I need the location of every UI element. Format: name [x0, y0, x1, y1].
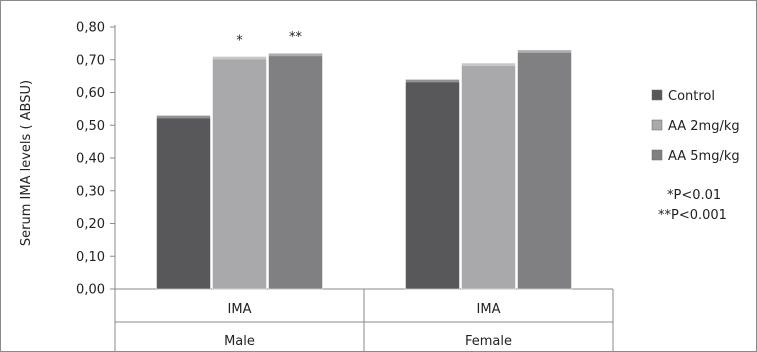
bar-control-female [405, 79, 460, 290]
y-tick-label: 0,80 [76, 21, 105, 36]
significance-notes: *P<0.01 **P<0.001 [658, 188, 727, 223]
bar-top-highlight [212, 56, 267, 60]
bar-top-highlight [156, 115, 211, 119]
bar-top-highlight [268, 53, 323, 57]
y-tick-label: 0,60 [76, 86, 105, 101]
bar-aa-2mg-kg-male [212, 56, 267, 290]
y-tick-label: 0,00 [76, 283, 105, 298]
x-group-label: Female [465, 334, 512, 349]
significance-marker: * [236, 33, 243, 48]
y-tick-label: 0,50 [76, 119, 105, 134]
legend-swatch [651, 119, 663, 131]
y-tick-label: 0,40 [76, 152, 105, 167]
plot-area: 0,00 0,10 0,20 0,30 0,40 0,50 0,60 0,70 0,80 Seru… [19, 21, 614, 352]
y-tick-label: 0,10 [76, 250, 105, 265]
x-category-label: IMA [477, 302, 501, 317]
legend-label: AA 5mg/kg [668, 149, 740, 164]
significance-note: **P<0.001 [658, 208, 727, 223]
y-tick-label: 0,20 [76, 217, 105, 232]
y-tick-label: 0,30 [76, 184, 105, 199]
bar-aa-5mg-kg-female [517, 49, 572, 290]
bar-top-highlight [461, 63, 516, 67]
bar-aa-2mg-kg-female [461, 62, 516, 290]
significance-marker: ** [289, 30, 303, 45]
bar-top-highlight [517, 49, 572, 53]
legend-swatch [651, 89, 663, 101]
y-tick-label: 0,70 [76, 53, 105, 68]
legend-label: Control [668, 89, 715, 104]
x-group-label: Male [224, 334, 255, 349]
legend-swatch [651, 149, 663, 161]
legend-label: AA 2mg/kg [668, 119, 740, 134]
x-category-label: IMA [228, 302, 252, 317]
bar-aa-5mg-kg-male [268, 52, 323, 290]
significance-note: *P<0.01 [667, 188, 721, 203]
y-axis-title: Serum IMA levels ( ABSU) [19, 80, 34, 246]
bar-top-highlight [405, 79, 460, 83]
legend: Control AA 2mg/kg AA 5mg/kg [651, 89, 740, 164]
bar-control-male [156, 115, 211, 290]
